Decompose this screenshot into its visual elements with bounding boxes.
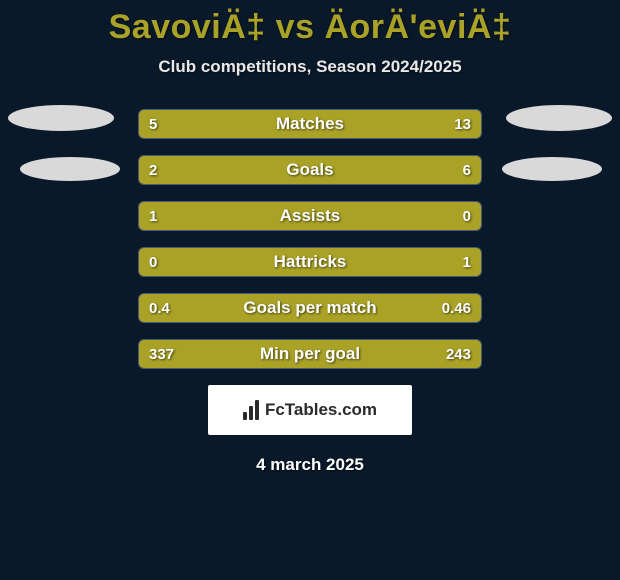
avatar-placeholder-left-2 [20, 157, 120, 181]
page-title: SavoviÄ‡ vs ÄorÄ'eviÄ‡ [0, 8, 620, 47]
player-left-name: SavoviÄ‡ [109, 8, 266, 46]
stat-row: 26Goals [138, 155, 482, 185]
bar-fill-left [139, 110, 234, 138]
bar-fill-left [139, 156, 225, 184]
stats-card: SavoviÄ‡ vs ÄorÄ'eviÄ‡ Club competitions… [0, 0, 620, 475]
bar-fill-left [139, 294, 298, 322]
player-right-name: ÄorÄ'eviÄ‡ [324, 8, 511, 46]
stat-row: 01Hattricks [138, 247, 482, 277]
subtitle: Club competitions, Season 2024/2025 [0, 57, 620, 77]
bar-fill-right [338, 340, 481, 368]
avatar-placeholder-right-1 [506, 105, 612, 131]
bar-fill-right [298, 294, 481, 322]
avatar-placeholder-left-1 [8, 105, 114, 131]
vs-separator: vs [276, 8, 315, 46]
source-logo: FcTables.com [208, 385, 412, 435]
bar-fill-left [139, 340, 338, 368]
stat-row: 337243Min per goal [138, 339, 482, 369]
stat-row: 513Matches [138, 109, 482, 139]
bar-fill-right [139, 248, 481, 276]
chart-area: 513Matches 26Goals 10Assists 01Hattricks 0.4… [0, 109, 620, 369]
bar-fill-right [225, 156, 482, 184]
logo-text: FcTables.com [265, 400, 377, 420]
date-label: 4 march 2025 [0, 455, 620, 475]
stat-row: 0.40.46Goals per match [138, 293, 482, 323]
bar-fill-right [234, 110, 481, 138]
avatar-placeholder-right-2 [502, 157, 602, 181]
bar-chart-icon [243, 400, 259, 420]
comparison-bars: 513Matches 26Goals 10Assists 01Hattricks 0.4… [138, 109, 482, 369]
bar-fill-left [139, 202, 481, 230]
stat-row: 10Assists [138, 201, 482, 231]
